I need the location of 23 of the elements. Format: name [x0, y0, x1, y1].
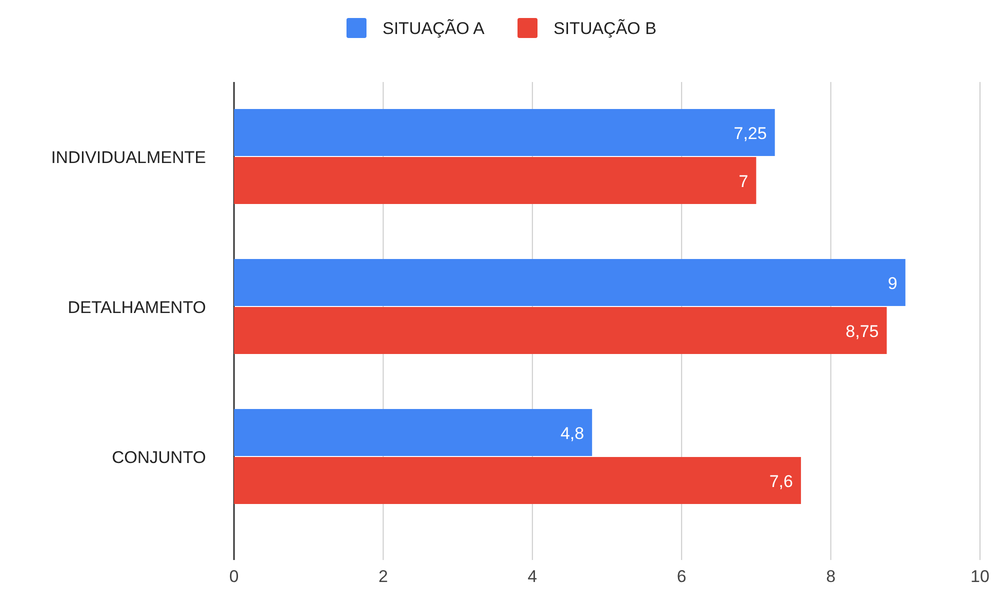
data-label: 7,6	[769, 472, 793, 491]
data-label: 4,8	[560, 424, 584, 443]
y-tick-label: CONJUNTO	[112, 448, 206, 467]
data-label: 7,25	[734, 124, 767, 143]
data-label: 9	[888, 274, 898, 293]
bar	[234, 157, 756, 204]
bar	[234, 109, 775, 156]
y-tick-label: INDIVIDUALMENTE	[51, 148, 206, 167]
legend-label: SITUAÇÃO A	[382, 18, 486, 38]
bar	[234, 457, 801, 504]
x-tick-label: 0	[229, 567, 239, 586]
x-tick-label: 8	[826, 567, 836, 586]
data-label: 8,75	[846, 322, 879, 341]
data-label: 7	[738, 172, 748, 191]
bar	[234, 307, 887, 354]
x-tick-label: 2	[378, 567, 388, 586]
x-tick-label: 4	[528, 567, 538, 586]
y-tick-label: DETALHAMENTO	[68, 298, 206, 317]
legend-label: SITUAÇÃO B	[554, 18, 656, 38]
bar	[234, 409, 592, 456]
bar	[234, 259, 906, 306]
x-tick-label: 10	[970, 567, 990, 586]
x-tick-label: 6	[676, 567, 686, 586]
